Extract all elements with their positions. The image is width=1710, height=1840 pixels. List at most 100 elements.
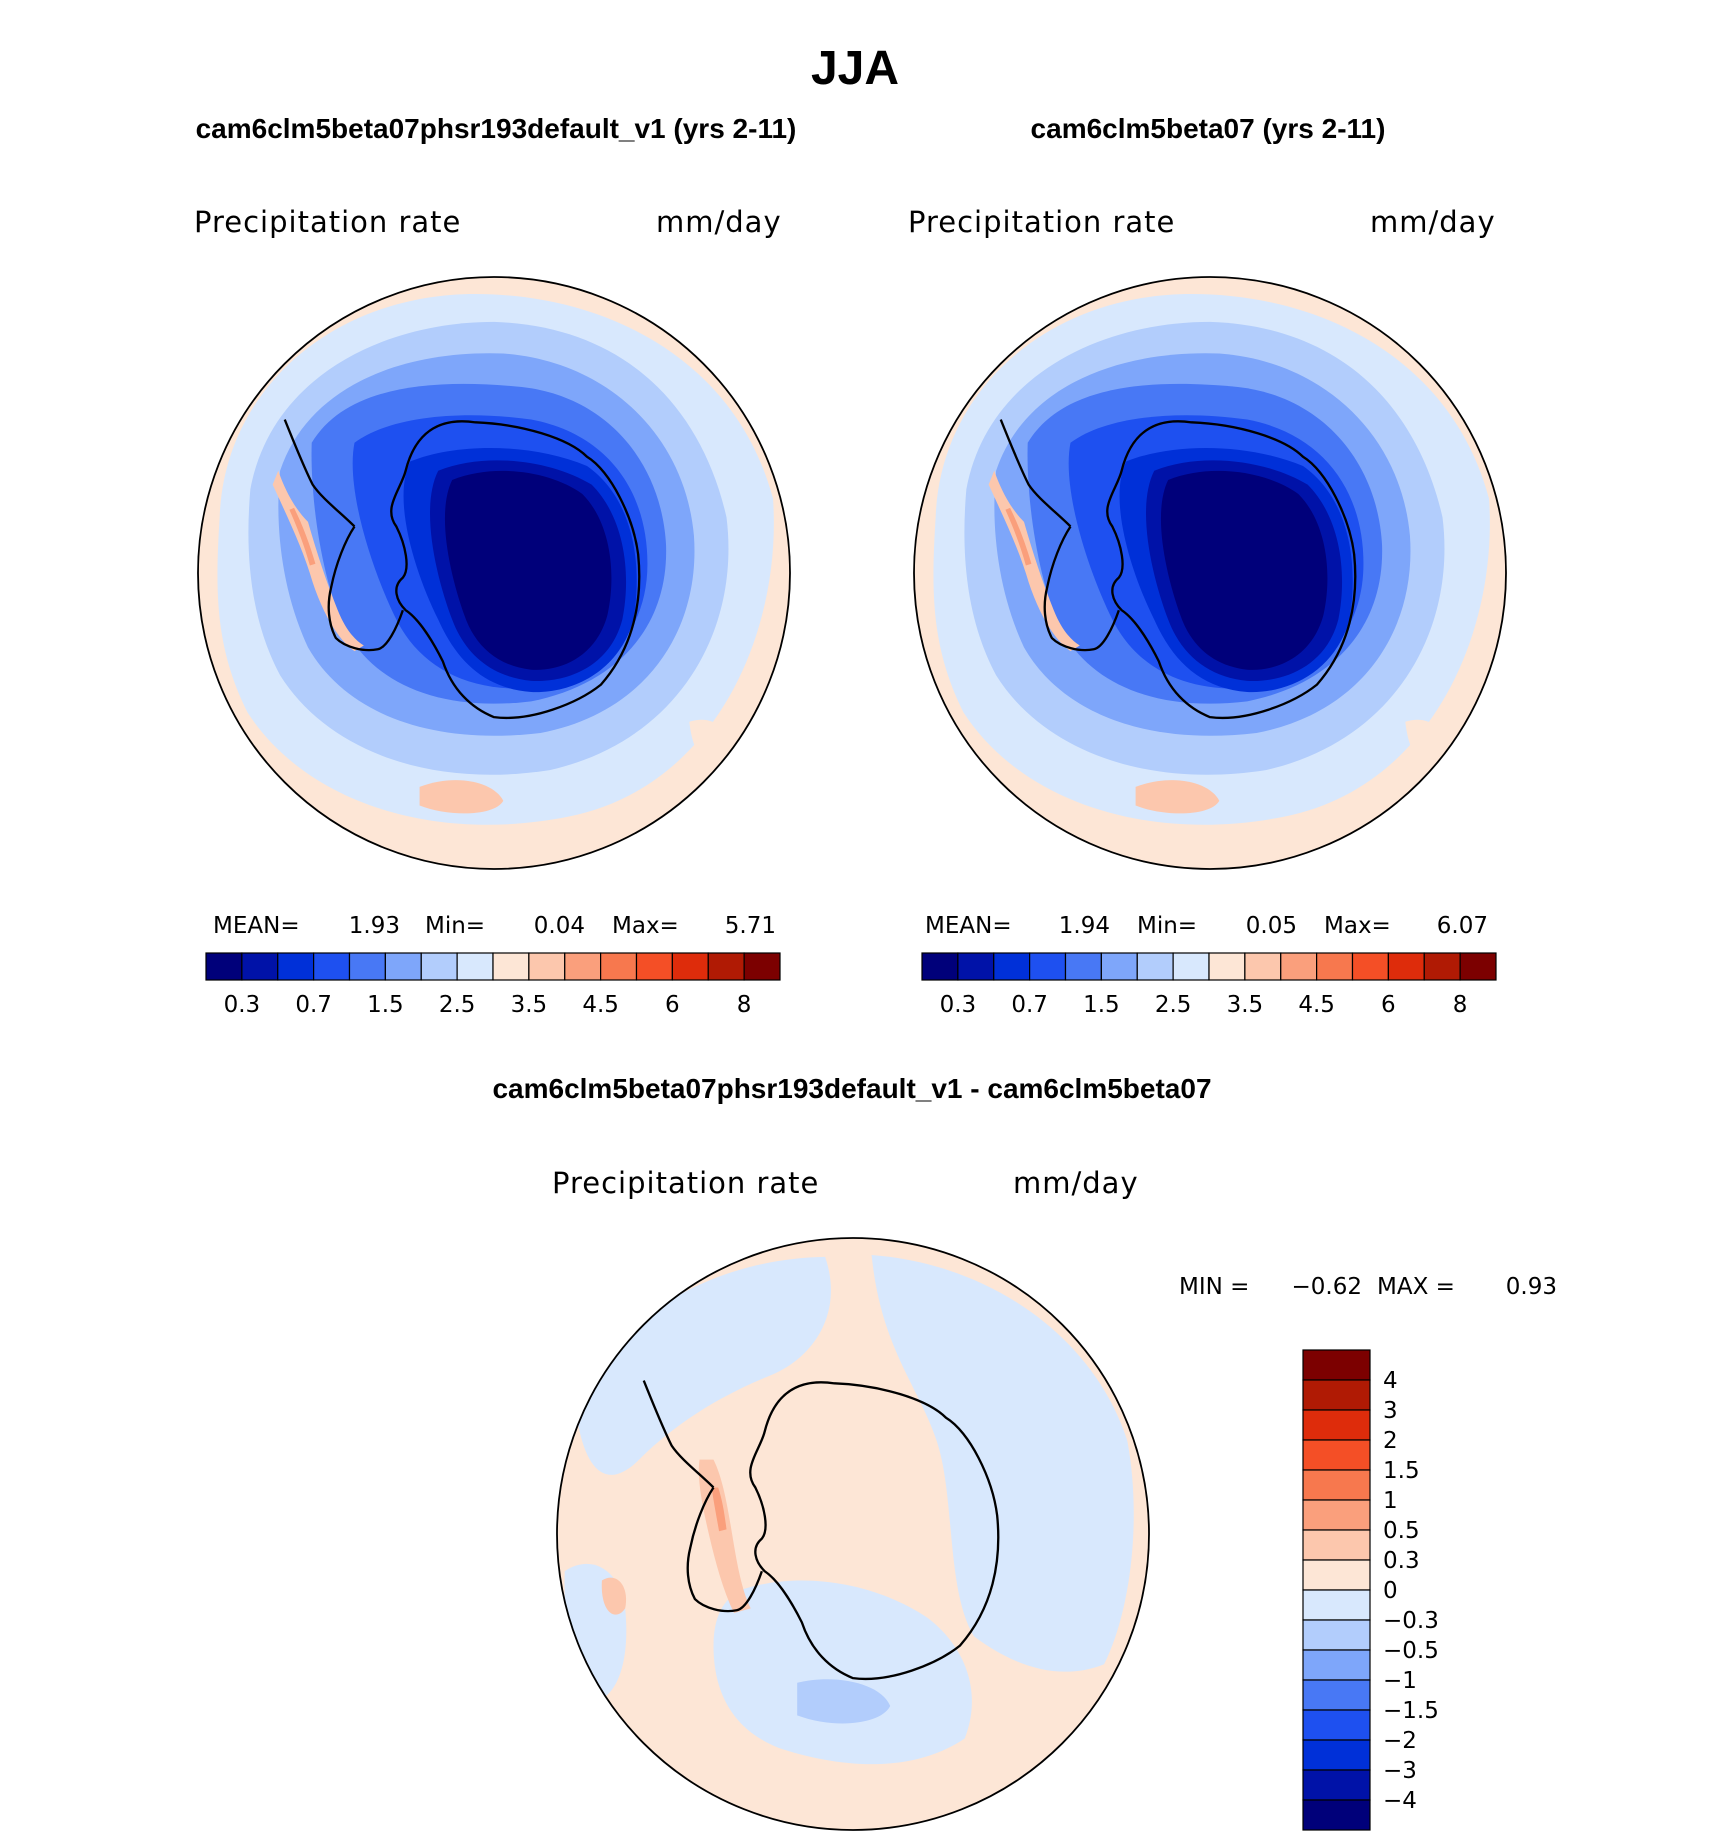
stats-control: MEAN= 1.94 Min= 0.05 Max= 6.07 [925, 913, 1488, 939]
colorbar-tick-control: 3.5 [1227, 992, 1264, 1018]
colorbar-cell-control [993, 952, 1031, 981]
max-value-difference: 0.93 [1506, 1274, 1557, 1300]
colorbar-cell-control [1064, 952, 1102, 981]
diff-colorbar-tick: −4 [1383, 1788, 1417, 1814]
diff-colorbar-tick: 1.5 [1383, 1458, 1420, 1484]
colorbar-cell-model [492, 952, 530, 981]
colorbar-difference: 4 3 2 1.5 1 0.5 0.3 0 −0.3 −0.5 −1 −1.5 −2 −3 −4 [1302, 1349, 1439, 1831]
min-value-difference: −0.62 [1292, 1274, 1362, 1300]
diff-colorbar-tick: 2 [1383, 1428, 1398, 1454]
polar-map-model [198, 277, 790, 869]
colorbar-cell-control [1172, 952, 1210, 981]
units-label-control: mm/day [1370, 205, 1496, 239]
diff-colorbar-tick: −3 [1383, 1758, 1417, 1784]
polar-map-control [914, 277, 1506, 869]
diff-colorbar-cell [1302, 1409, 1371, 1441]
variable-label-control: Precipitation rate [908, 205, 1175, 239]
map-border-model [197, 276, 791, 870]
colorbar-model: 0.3 0.7 1.5 2.5 3.5 4.5 6 8 [205, 952, 781, 1018]
map-border-control [913, 276, 1507, 870]
colorbar-cell-model [635, 952, 673, 981]
colorbar-cell-control [1316, 952, 1354, 981]
colorbar-cell-control [921, 952, 959, 981]
colorbar-cell-model [743, 952, 781, 981]
map-border-difference [556, 1237, 1150, 1831]
mean-value-model: 1.93 [349, 913, 400, 939]
diff-colorbar-cell [1302, 1679, 1371, 1711]
colorbar-cell-model [277, 952, 315, 981]
colorbar-tick-model: 8 [737, 992, 752, 1018]
colorbar-cell-model [420, 952, 458, 981]
colorbar-cell-model [313, 952, 351, 981]
variable-label-model: Precipitation rate [194, 205, 461, 239]
mean-label-model: MEAN= [213, 913, 300, 939]
colorbar-tick-control: 2.5 [1155, 992, 1192, 1018]
colorbar-tick-control: 0.3 [940, 992, 977, 1018]
mean-label-control: MEAN= [925, 913, 1012, 939]
diff-colorbar-tick: 0.5 [1383, 1518, 1420, 1544]
colorbar-tick-model: 6 [665, 992, 680, 1018]
colorbar-control: 0.3 0.7 1.5 2.5 3.5 4.5 6 8 [921, 952, 1497, 1018]
stats-difference: MIN = −0.62 MAX = 0.93 [1179, 1274, 1557, 1300]
variable-label-difference: Precipitation rate [552, 1166, 819, 1200]
colorbar-cell-control [1029, 952, 1067, 981]
figure-title: JJA [811, 42, 899, 95]
diff-colorbar-tick: −2 [1383, 1728, 1417, 1754]
diff-colorbar-cell [1302, 1529, 1371, 1561]
colorbar-cell-control [1244, 952, 1282, 981]
panel-title-difference: cam6clm5beta07phsr193default_v1 - cam6cl… [492, 1073, 1211, 1104]
min-label-difference: MIN = [1179, 1274, 1249, 1300]
colorbar-cell-model [600, 952, 638, 981]
max-label-control: Max= [1324, 913, 1391, 939]
diff-colorbar-tick: 3 [1383, 1398, 1398, 1424]
max-label-difference: MAX = [1377, 1274, 1455, 1300]
diff-colorbar-tick: 0.3 [1383, 1548, 1420, 1574]
colorbar-tick-control: 4.5 [1298, 992, 1335, 1018]
colorbar-cell-model [456, 952, 494, 981]
diff-colorbar-cell [1302, 1649, 1371, 1681]
colorbar-tick-control: 8 [1453, 992, 1468, 1018]
colorbar-cell-control [1136, 952, 1174, 981]
colorbar-cell-model [707, 952, 745, 981]
diff-colorbar-cell [1302, 1439, 1371, 1471]
diff-colorbar-cell [1302, 1799, 1371, 1831]
colorbar-cell-model [564, 952, 602, 981]
diff-colorbar-tick: 0 [1383, 1578, 1398, 1604]
colorbar-cell-control [1459, 952, 1497, 981]
mean-value-control: 1.94 [1059, 913, 1110, 939]
colorbar-tick-model: 4.5 [582, 992, 619, 1018]
colorbar-tick-model: 0.7 [295, 992, 332, 1018]
units-label-model: mm/day [656, 205, 782, 239]
colorbar-cell-control [1100, 952, 1138, 981]
colorbar-cell-model [241, 952, 279, 981]
diff-colorbar-tick: −1 [1383, 1668, 1417, 1694]
diff-colorbar-cell [1302, 1349, 1371, 1381]
diff-colorbar-cell [1302, 1619, 1371, 1651]
colorbar-tick-model: 2.5 [439, 992, 476, 1018]
min-label-control: Min= [1137, 913, 1197, 939]
colorbar-cell-model [348, 952, 386, 981]
colorbar-cell-control [1351, 952, 1389, 981]
diff-colorbar-cell [1302, 1469, 1371, 1501]
units-label-difference: mm/day [1013, 1166, 1139, 1200]
colorbar-tick-control: 0.7 [1011, 992, 1048, 1018]
diff-colorbar-cell [1302, 1589, 1371, 1621]
colorbar-tick-control: 1.5 [1083, 992, 1120, 1018]
colorbar-cell-control [1423, 952, 1461, 981]
colorbar-tick-model: 0.3 [224, 992, 261, 1018]
diff-colorbar-cell [1302, 1499, 1371, 1531]
colorbar-cell-control [1387, 952, 1425, 981]
diff-colorbar-cell [1302, 1379, 1371, 1411]
diff-colorbar-cell [1302, 1739, 1371, 1771]
diff-colorbar-tick: −0.3 [1383, 1608, 1439, 1634]
colorbar-tick-control: 6 [1381, 992, 1396, 1018]
colorbar-cell-model [205, 952, 243, 981]
diff-colorbar-tick: −1.5 [1383, 1698, 1439, 1724]
panel-title-model: cam6clm5beta07phsr193default_v1 (yrs 2-1… [196, 113, 797, 144]
diff-colorbar-tick: 1 [1383, 1488, 1398, 1514]
diff-colorbar-tick: 4 [1383, 1368, 1398, 1394]
colorbar-cell-control [1208, 952, 1246, 981]
max-label-model: Max= [612, 913, 679, 939]
max-value-model: 5.71 [725, 913, 776, 939]
